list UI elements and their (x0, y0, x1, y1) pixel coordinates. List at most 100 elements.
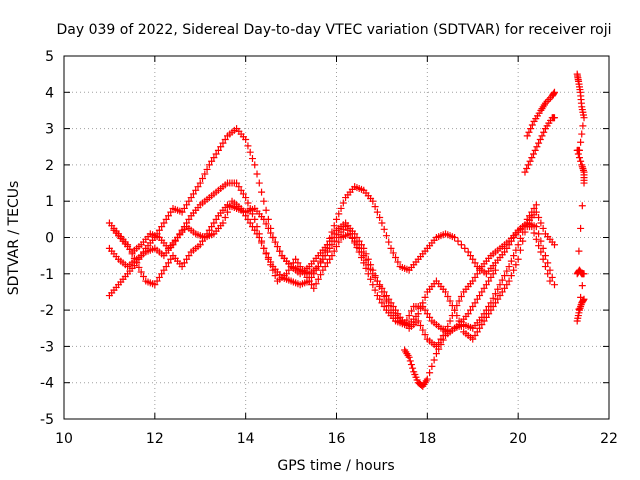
data-point (537, 219, 545, 227)
x-tick-label: 18 (418, 431, 436, 447)
data-point (255, 179, 263, 187)
data-point (501, 284, 509, 292)
data-point (187, 194, 195, 202)
data-point (392, 253, 400, 261)
data-point (196, 241, 204, 249)
data-point (305, 277, 313, 285)
data-point (260, 215, 268, 223)
y-tick-label: 2 (45, 158, 54, 174)
data-point (330, 237, 338, 245)
data-point (239, 190, 247, 198)
data-point (162, 215, 170, 223)
data-point (473, 295, 481, 303)
data-point (540, 128, 548, 136)
data-point (323, 259, 331, 267)
data-point (367, 275, 375, 283)
data-point (203, 165, 211, 173)
data-point (579, 122, 587, 130)
data-point (330, 247, 338, 255)
data-point (512, 246, 520, 254)
data-point (446, 297, 454, 305)
data-point (514, 241, 522, 249)
data-point (580, 295, 588, 303)
data-point (451, 234, 459, 241)
data-point (301, 270, 309, 278)
data-point (473, 270, 481, 278)
data-point (210, 154, 218, 162)
data-point (185, 252, 193, 260)
data-point (382, 292, 390, 300)
series-track-h (573, 70, 588, 325)
y-tick-label: 5 (45, 49, 54, 65)
data-point (426, 313, 434, 321)
data-point (523, 215, 531, 223)
data-point (428, 362, 436, 370)
data-point (183, 255, 191, 263)
data-point (448, 312, 456, 320)
data-point (535, 214, 543, 222)
data-point (303, 273, 311, 281)
data-point (178, 263, 186, 271)
data-point (548, 273, 556, 281)
data-point (469, 255, 477, 263)
data-point (367, 265, 375, 273)
y-tick-label: -3 (40, 339, 54, 355)
data-point (242, 212, 250, 220)
data-point (578, 202, 586, 210)
data-point (319, 266, 327, 274)
data-point (435, 345, 443, 353)
data-point (577, 224, 585, 232)
data-point (155, 226, 163, 234)
data-point (482, 281, 490, 289)
data-point (405, 312, 413, 320)
data-point (260, 197, 268, 205)
data-point (407, 307, 415, 315)
x-tick-label: 20 (509, 431, 527, 447)
data-point (294, 259, 302, 267)
data-point (337, 204, 345, 212)
x-tick-label: 16 (328, 431, 346, 447)
series-track-g (523, 88, 558, 140)
data-point (239, 208, 247, 216)
data-point (208, 223, 216, 231)
data-point (314, 275, 322, 283)
data-point (160, 219, 168, 227)
data-point (498, 288, 506, 296)
data-point (480, 310, 488, 318)
data-point (426, 369, 434, 377)
data-point (262, 250, 270, 258)
data-point (210, 219, 218, 227)
data-point (414, 317, 422, 325)
data-point (224, 208, 231, 216)
data-point (423, 375, 431, 383)
data-point (578, 130, 586, 138)
data-point (510, 252, 518, 260)
data-point (526, 212, 534, 220)
data-point (437, 341, 445, 349)
data-point (185, 197, 193, 205)
data-point (326, 244, 334, 252)
data-point (373, 277, 381, 285)
data-point (251, 226, 259, 234)
data-point (575, 247, 583, 255)
data-point (217, 143, 225, 151)
data-point (158, 270, 166, 278)
data-point (253, 230, 261, 238)
data-point (385, 295, 393, 303)
data-point (287, 263, 295, 271)
data-point (346, 230, 354, 238)
data-point (491, 290, 499, 298)
data-point (267, 261, 275, 269)
data-point (442, 288, 449, 296)
data-point (471, 332, 479, 340)
data-point (530, 204, 538, 212)
data-point (577, 138, 585, 146)
data-point (414, 310, 422, 318)
data-point (180, 204, 188, 212)
data-point (580, 114, 588, 122)
data-point (389, 249, 397, 257)
data-point (335, 210, 343, 218)
series-track-b (105, 179, 554, 289)
